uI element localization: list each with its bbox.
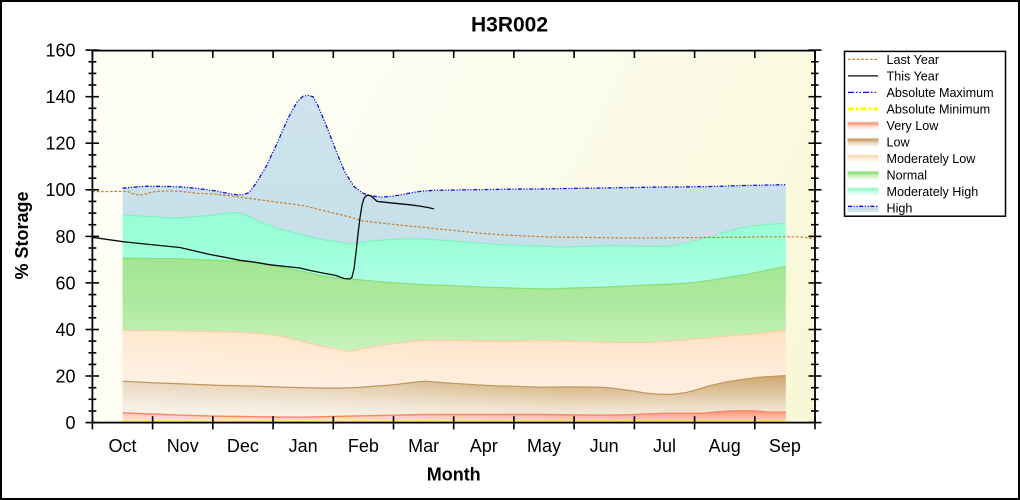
svg-text:100: 100 — [45, 180, 75, 200]
svg-text:60: 60 — [55, 273, 75, 293]
svg-text:Dec: Dec — [227, 436, 259, 456]
svg-text:Month: Month — [427, 465, 481, 485]
svg-text:Normal: Normal — [887, 169, 928, 183]
svg-text:120: 120 — [45, 134, 75, 154]
svg-text:High: High — [887, 202, 913, 216]
svg-text:Sep: Sep — [769, 436, 801, 456]
svg-text:Nov: Nov — [167, 436, 199, 456]
svg-text:20: 20 — [55, 366, 75, 386]
svg-text:Aug: Aug — [709, 436, 741, 456]
svg-text:Very Low: Very Low — [887, 119, 940, 133]
svg-text:0: 0 — [65, 413, 75, 433]
svg-text:Mar: Mar — [408, 436, 439, 456]
svg-text:Absolute Maximum: Absolute Maximum — [887, 86, 994, 100]
svg-text:Last Year: Last Year — [887, 53, 940, 67]
svg-text:80: 80 — [55, 227, 75, 247]
svg-text:H3R002: H3R002 — [471, 14, 548, 37]
svg-text:Jul: Jul — [653, 436, 676, 456]
svg-text:160: 160 — [45, 41, 75, 61]
svg-text:Moderately Low: Moderately Low — [887, 152, 977, 166]
svg-text:This Year: This Year — [887, 70, 940, 84]
svg-text:Jan: Jan — [289, 436, 318, 456]
svg-text:Oct: Oct — [108, 436, 136, 456]
svg-text:40: 40 — [55, 320, 75, 340]
svg-text:Moderately High: Moderately High — [887, 185, 979, 199]
svg-text:140: 140 — [45, 87, 75, 107]
svg-text:Feb: Feb — [348, 436, 379, 456]
svg-text:Low: Low — [887, 136, 911, 150]
svg-text:% Storage: % Storage — [12, 191, 32, 279]
svg-text:Apr: Apr — [470, 436, 498, 456]
svg-text:Jun: Jun — [590, 436, 619, 456]
svg-text:May: May — [527, 436, 561, 456]
svg-text:Absolute Minimum: Absolute Minimum — [887, 103, 991, 117]
